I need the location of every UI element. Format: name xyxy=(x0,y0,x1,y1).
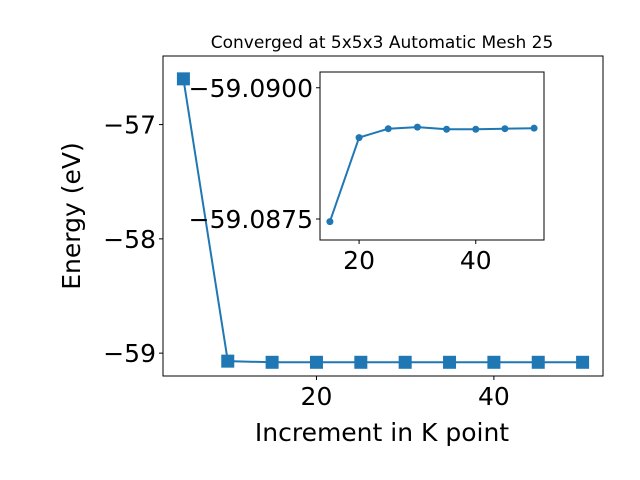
main-data-point xyxy=(176,72,190,86)
main-data-point xyxy=(309,355,323,369)
main-y-tick-label: −59 xyxy=(103,339,156,368)
inset-data-point xyxy=(384,125,392,133)
inset-plot: 20 40 −59.0900 −59.0875 xyxy=(189,71,545,275)
main-data-point xyxy=(487,355,501,369)
inset-data-point xyxy=(326,218,334,226)
main-x-tick-label: 40 xyxy=(478,382,510,411)
inset-y-tick-label: −59.0875 xyxy=(189,205,313,234)
main-x-tick-label: 20 xyxy=(301,382,333,411)
main-y-tick-label: −57 xyxy=(103,111,156,140)
inset-x-tick-label: 20 xyxy=(343,246,375,275)
main-data-point xyxy=(265,355,279,369)
main-data-point xyxy=(531,355,545,369)
inset-series-line xyxy=(328,126,535,222)
inset-data-point xyxy=(355,134,363,142)
inset-data-point xyxy=(530,124,538,132)
main-series-line xyxy=(182,78,583,364)
y-axis-title: Energy (eV) xyxy=(57,142,86,289)
chart-title: Converged at 5x5x3 Automatic Mesh 25 xyxy=(211,33,554,53)
inset-data-point xyxy=(413,123,421,131)
main-data-point xyxy=(576,355,590,369)
inset-data-point xyxy=(472,125,480,133)
main-data-point xyxy=(354,355,368,369)
inset-data-point xyxy=(501,125,509,133)
inset-data-point xyxy=(443,125,451,133)
main-y-tick-label: −58 xyxy=(103,225,156,254)
inset-x-tick-label: 40 xyxy=(460,246,492,275)
inset-frame xyxy=(319,71,545,241)
main-data-point xyxy=(398,355,412,369)
main-data-point xyxy=(221,354,235,368)
inset-y-tick-label: −59.0900 xyxy=(189,74,313,103)
main-data-point xyxy=(443,355,457,369)
x-axis-title: Increment in K point xyxy=(255,418,509,447)
